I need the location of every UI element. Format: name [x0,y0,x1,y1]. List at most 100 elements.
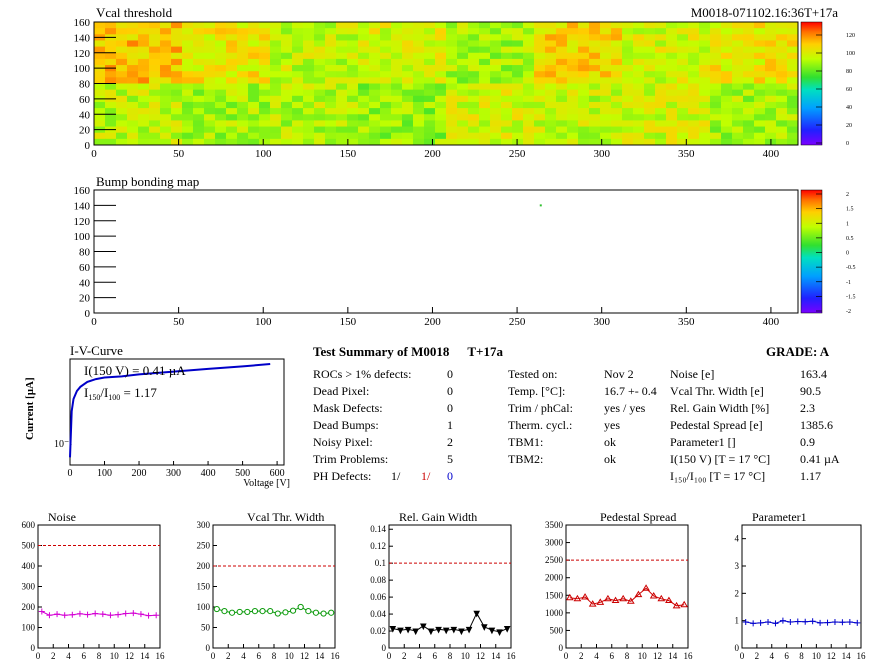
summary-label: Dead Bumps: [313,418,379,432]
small-y-tick-label: 500 [550,625,564,635]
heatmap-cell [622,65,634,72]
heatmap-cell [171,65,183,72]
heatmap-cell [743,138,755,146]
heatmap-cell [622,126,634,134]
heatmap-cell [666,71,678,78]
heatmap-cell [721,101,733,109]
heatmap-cell [347,46,359,54]
heatmap-cell [380,65,392,72]
heatmap-cell [314,52,326,60]
z-tick-label: 1 [846,221,849,227]
heatmap-cell [281,40,293,47]
heatmap-cell [501,114,513,121]
heatmap-cell [644,114,656,121]
heatmap-cell [138,40,150,47]
heatmap-cell [237,108,249,115]
heatmap-cell [512,138,524,146]
heatmap-cell [380,132,392,140]
heatmap-cell [270,120,282,127]
heatmap-cell [633,77,645,84]
heatmap-cell [644,58,656,66]
heatmap-cell [567,83,579,91]
heatmap-cell [699,95,711,103]
heatmap-cell [226,28,238,35]
heatmap-cell [127,114,139,121]
small-plot-rel-gain-width: Rel. Gain Width00.020.040.060.080.10.120… [370,510,516,661]
heatmap-cell [215,95,227,103]
heatmap-cell [347,132,359,140]
heatmap-cell [754,58,766,66]
z-tick-label: 0.5 [846,236,854,242]
heatmap-cell [171,114,183,121]
x-tick-label: 50 [173,316,185,328]
heatmap-cell [534,89,546,97]
heatmap-cell [534,126,546,134]
heatmap-cell [248,95,260,103]
heatmap-cell [545,83,557,91]
heatmap-cell [336,34,348,41]
heatmap-cell [347,65,359,72]
heatmap-cell [248,34,260,41]
heatmap-cell [611,126,623,134]
heatmap-cell [314,28,326,35]
heatmap-cell [314,83,326,91]
heatmap-cell [270,89,282,97]
heatmap-cell [457,132,469,140]
heatmap-cell [193,22,205,29]
heatmap-cell [248,120,260,127]
heatmap-cell [479,108,491,115]
heatmap-cell [468,34,480,41]
heatmap-cell [699,65,711,72]
iv-x-tick-label: 100 [97,468,112,479]
heatmap-cell [116,83,128,91]
heatmap-cell [644,52,656,60]
heatmap-cell [787,89,799,97]
heatmap-cell [457,126,469,134]
heatmap-cell [688,132,700,140]
heatmap-cell [149,101,161,109]
heatmap-cell [325,89,337,97]
heatmap-cell [699,114,711,121]
heatmap-cell [644,71,656,78]
heatmap-cell [237,138,249,146]
heatmap-cell [644,108,656,115]
y-tick-label: 80 [79,79,91,91]
heatmap-cell [248,46,260,54]
heatmap-cell [94,28,106,35]
heatmap-cell [424,65,436,72]
y-tick-label: 20 [79,293,91,305]
heatmap-cell [402,40,414,47]
heatmap-cell [314,132,326,140]
heatmap-cell [721,34,733,41]
data-point [581,593,589,600]
bump-plot-frame [93,189,799,314]
heatmap-cell [413,46,425,54]
heatmap-cell [380,71,392,78]
data-point [824,619,831,626]
heatmap-cell [523,120,535,127]
heatmap-cell [435,101,447,109]
small-y-tick-label: 100 [22,623,36,633]
small-y-tick-label: 200 [22,602,36,612]
heatmap-cell [325,40,337,47]
heatmap-cell [732,52,744,60]
heatmap-cell [204,71,216,78]
data-point [831,619,838,626]
heatmap-cell [644,22,656,29]
heatmap-cell [138,65,150,72]
heatmap-cell [347,95,359,103]
heatmap-cell [468,126,480,134]
small-x-tick-label: 8 [272,651,277,661]
y-tick-label: 20 [79,125,91,137]
heatmap-cell [281,28,293,35]
heatmap-cell [160,132,172,140]
heatmap-cell [589,22,601,29]
heatmap-cell [479,89,491,97]
small-y-tick-label: 0.14 [370,524,386,534]
series-line [745,620,858,624]
heatmap-cell [732,34,744,41]
small-plot-frame [741,524,862,649]
heatmap-cell [721,65,733,72]
heatmap-cell [446,114,458,121]
